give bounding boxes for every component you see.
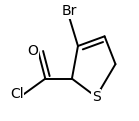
Text: S: S [92,90,100,104]
Text: Cl: Cl [10,87,23,101]
Text: Br: Br [62,4,77,18]
Text: O: O [27,44,38,58]
